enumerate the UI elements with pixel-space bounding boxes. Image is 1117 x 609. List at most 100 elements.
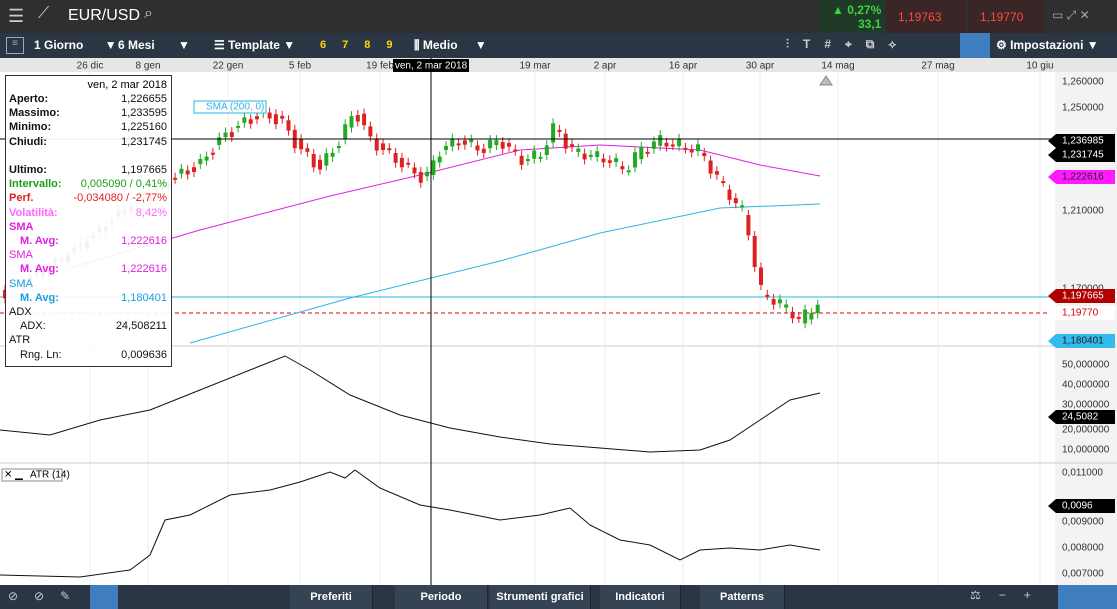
candle bbox=[639, 146, 644, 160]
interval[interactable]: 1 Giorno ▼ bbox=[34, 38, 117, 52]
candle bbox=[544, 145, 549, 155]
tool-icons[interactable]: ⫶T#⌖⧉⟡ bbox=[786, 37, 911, 51]
settings[interactable]: ⚙ Impostazioni ▼ bbox=[996, 38, 1099, 52]
price-tag-text: 1,231745 bbox=[1062, 150, 1104, 161]
candle bbox=[399, 157, 404, 168]
price-tag bbox=[1048, 410, 1115, 424]
candle bbox=[815, 304, 820, 314]
sma-legend: SMA (200, 0) bbox=[206, 102, 264, 113]
date-label: 5 feb bbox=[289, 61, 312, 72]
template[interactable]: ☰ Template ▼ bbox=[214, 38, 296, 52]
candle bbox=[582, 153, 587, 160]
sell[interactable]: 1,19763 bbox=[898, 10, 942, 24]
candle bbox=[217, 137, 222, 145]
preset[interactable]: 7 bbox=[342, 39, 349, 51]
candle bbox=[588, 154, 593, 157]
sma-200 bbox=[189, 203, 821, 344]
info-label: M. Avg: bbox=[20, 263, 59, 276]
axis-label: 10,000000 bbox=[1062, 445, 1110, 456]
active-tool[interactable] bbox=[960, 33, 990, 58]
bottom-tab[interactable]: Preferiti bbox=[290, 585, 373, 609]
info-value: 1,180401 bbox=[121, 291, 167, 304]
search-icon[interactable]: ⌕ bbox=[144, 5, 153, 22]
crosshair-date-box bbox=[393, 59, 469, 72]
candle bbox=[286, 120, 291, 131]
info-panel: ven, 2 mar 2018 Aperto: 1,226655 Massimo: 1… bbox=[5, 75, 172, 367]
candle bbox=[784, 304, 789, 308]
info-value: 1,222616 bbox=[121, 263, 167, 276]
candle bbox=[349, 116, 354, 128]
bottom-tab[interactable]: Periodo bbox=[395, 585, 488, 609]
date-label: 10 giu bbox=[1026, 61, 1053, 72]
axis-label: 20,000000 bbox=[1062, 425, 1110, 436]
settings-text[interactable]: Impostazioni bbox=[1010, 38, 1084, 52]
candle bbox=[444, 145, 448, 150]
info-label: SMA bbox=[9, 249, 33, 262]
active-bottom[interactable] bbox=[90, 585, 118, 609]
candle bbox=[179, 168, 184, 174]
info-value: 1,197665 bbox=[121, 164, 167, 176]
preset[interactable]: 8 bbox=[364, 39, 371, 51]
preset[interactable]: 6 bbox=[320, 39, 327, 51]
size[interactable]: ⫼ Medio ▼ bbox=[414, 38, 487, 52]
candle bbox=[696, 144, 700, 152]
candle bbox=[198, 159, 203, 164]
preset[interactable]: 9 bbox=[386, 39, 393, 51]
price-tag-text: 24,5082 bbox=[1062, 412, 1099, 423]
bottom-tab[interactable]: Indicatori bbox=[600, 585, 681, 609]
price-tag bbox=[1048, 334, 1115, 348]
window-icons[interactable]: ▭ ⤢ ✕ bbox=[1052, 8, 1090, 22]
candle bbox=[607, 160, 612, 163]
menu-icon[interactable]: ☰ bbox=[8, 6, 25, 26]
candle bbox=[248, 119, 253, 124]
info-value: 1,233595 bbox=[121, 107, 167, 120]
atr-close[interactable]: ✕ ▁ bbox=[4, 470, 23, 481]
candle bbox=[343, 124, 348, 140]
sell-box[interactable] bbox=[886, 0, 966, 33]
bottom-tab[interactable]: Patterns bbox=[700, 585, 785, 609]
info-value: 8,42% bbox=[135, 206, 167, 219]
candle bbox=[475, 145, 480, 151]
list-icon[interactable]: ≡ bbox=[6, 37, 24, 54]
atr-line bbox=[0, 469, 821, 578]
crosshair-toggle[interactable] bbox=[1058, 585, 1117, 609]
bottom-tab[interactable]: Strumenti grafici bbox=[490, 585, 591, 609]
info-value: 1,226655 bbox=[121, 93, 167, 105]
interval-text[interactable]: 1 Giorno bbox=[34, 38, 84, 52]
info-value: 1,231745 bbox=[121, 135, 167, 148]
zoom-icons[interactable]: ⚖−+ bbox=[970, 588, 1049, 602]
axis-label: 0,011000 bbox=[1062, 468, 1103, 479]
buy[interactable]: 1,19770 bbox=[980, 10, 1024, 24]
candle bbox=[595, 151, 600, 157]
info-value: 0,005090 / 0,41% bbox=[80, 178, 167, 191]
info-label: SMA bbox=[9, 220, 34, 233]
bottom-icons[interactable]: ⊘⊘✎ bbox=[8, 589, 87, 603]
template-text[interactable]: Template bbox=[228, 38, 280, 52]
chart-icon[interactable]: ⟋ bbox=[38, 5, 50, 22]
spread: 33,1 bbox=[858, 17, 882, 31]
candle bbox=[733, 198, 738, 204]
candle bbox=[664, 142, 669, 147]
candle bbox=[318, 159, 322, 170]
candle bbox=[242, 117, 247, 123]
info-label: Intervallo: bbox=[9, 178, 62, 191]
range[interactable]: 6 Mesi ▼ bbox=[118, 38, 190, 52]
candle bbox=[614, 158, 619, 162]
candle bbox=[601, 158, 606, 163]
candle bbox=[481, 148, 486, 153]
candle bbox=[620, 166, 625, 170]
size-text[interactable]: Medio bbox=[422, 38, 458, 52]
price-tag-text: 1,197665 bbox=[1062, 291, 1104, 302]
candle bbox=[229, 132, 234, 137]
buy-box[interactable] bbox=[968, 0, 1044, 33]
range-text[interactable]: 6 Mesi bbox=[118, 38, 155, 52]
candle bbox=[702, 152, 707, 157]
candle bbox=[771, 299, 776, 305]
candle bbox=[450, 138, 455, 147]
symbol[interactable]: EUR/USD bbox=[68, 7, 141, 24]
candle bbox=[173, 177, 178, 180]
axis-label: 1,250000 bbox=[1062, 103, 1104, 114]
change: ▲ 0,27% bbox=[832, 3, 882, 17]
candle bbox=[311, 154, 316, 168]
candle bbox=[576, 148, 581, 152]
